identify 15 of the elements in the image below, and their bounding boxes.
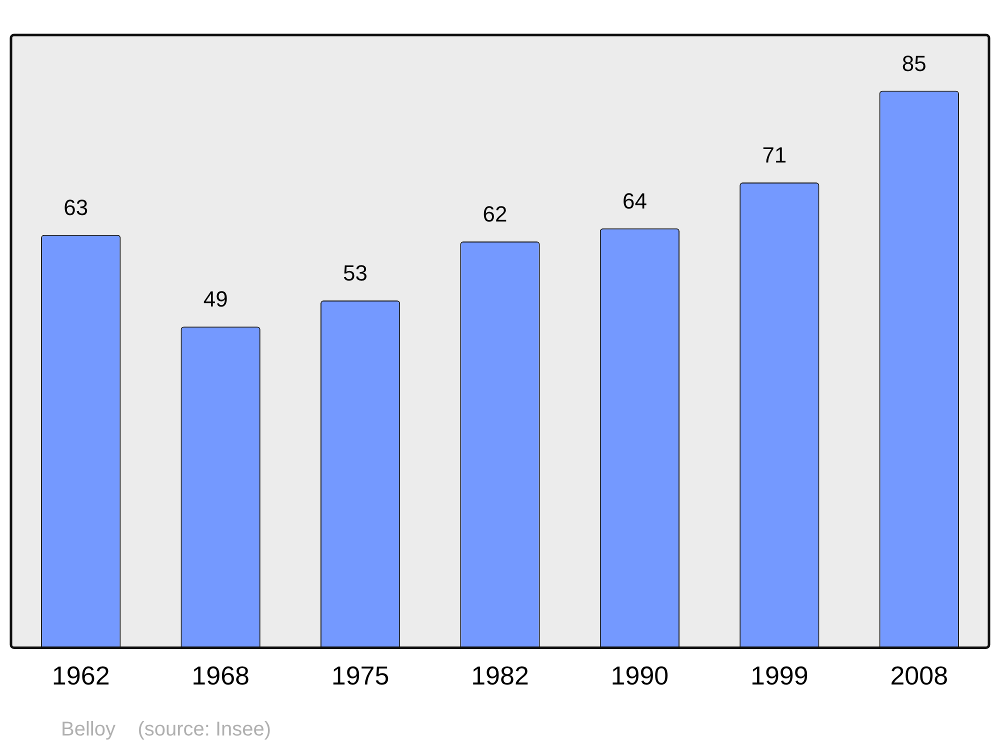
x-tick-label: 1990 [610,660,669,691]
data-label: 49 [203,286,228,312]
x-tick-label: 1962 [52,660,110,691]
x-tick-label: 1968 [192,660,250,691]
data-label: 53 [343,260,368,286]
text: Belloy (source: Insee) [61,718,272,741]
data-label: 64 [622,188,647,214]
x-tick-label: 2008 [890,660,948,691]
data-label: 71 [762,142,787,168]
x-tick-label: 1999 [750,660,808,691]
x-tick-label: 1975 [331,660,390,691]
data-label: 85 [902,50,926,76]
data-label: 62 [482,202,508,227]
x-tick-label: 1982 [471,660,529,691]
data-label: 63 [64,194,88,220]
